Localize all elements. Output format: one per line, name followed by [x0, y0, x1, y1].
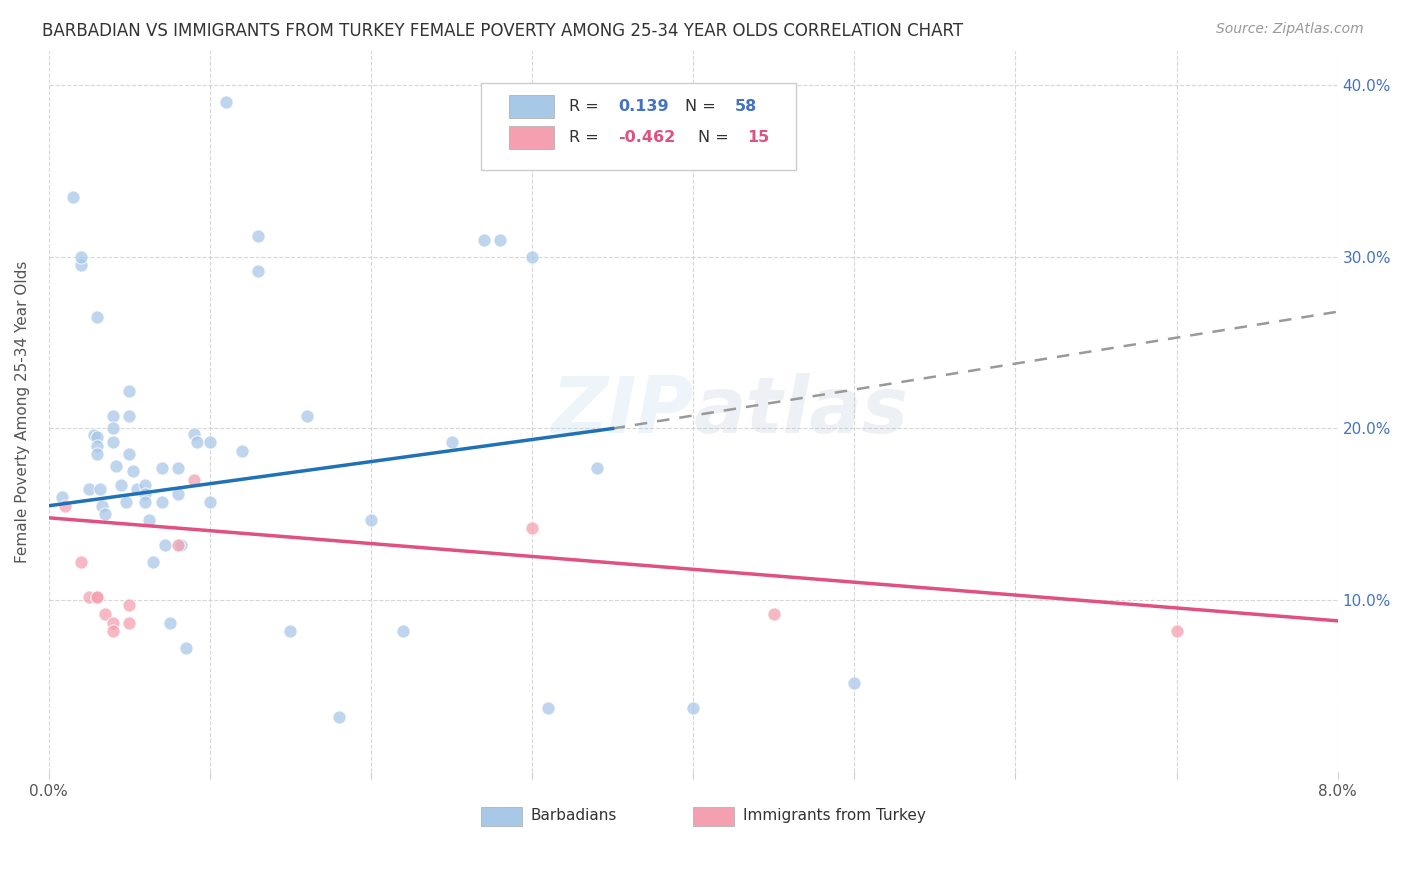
Point: [70, 258, 93, 272]
Point: [103, 624, 125, 639]
Point: [280, 624, 302, 639]
Point: [86, 310, 108, 324]
Text: Barbadians: Barbadians: [531, 808, 617, 822]
Point: [166, 487, 188, 501]
Point: [118, 599, 141, 613]
Text: N =: N =: [699, 130, 734, 145]
Point: [94, 607, 117, 621]
Point: [103, 409, 125, 424]
Point: [360, 512, 382, 526]
Point: [86, 447, 108, 461]
Point: [134, 487, 156, 501]
Point: [183, 426, 205, 441]
Text: atlas: atlas: [693, 374, 908, 450]
FancyBboxPatch shape: [481, 807, 522, 826]
FancyBboxPatch shape: [693, 807, 734, 826]
Point: [77, 590, 100, 604]
Text: 15: 15: [748, 130, 769, 145]
Point: [103, 615, 125, 630]
Text: Source: ZipAtlas.com: Source: ZipAtlas.com: [1216, 22, 1364, 37]
Text: 58: 58: [734, 99, 756, 113]
Point: [118, 409, 141, 424]
FancyBboxPatch shape: [509, 95, 554, 118]
Point: [183, 473, 205, 487]
Point: [1166, 624, 1188, 639]
Point: [186, 435, 208, 450]
Point: [86, 430, 108, 444]
Point: [77, 482, 100, 496]
Point: [115, 495, 138, 509]
Point: [392, 624, 415, 639]
Point: [215, 95, 238, 110]
Text: 0.139: 0.139: [619, 99, 669, 113]
Point: [118, 384, 141, 398]
Point: [198, 495, 221, 509]
Point: [70, 250, 93, 264]
Text: BARBADIAN VS IMMIGRANTS FROM TURKEY FEMALE POVERTY AMONG 25-34 YEAR OLDS CORRELA: BARBADIAN VS IMMIGRANTS FROM TURKEY FEMA…: [42, 22, 963, 40]
Point: [62, 189, 84, 203]
Text: R =: R =: [569, 99, 605, 113]
Point: [83, 428, 105, 442]
Point: [174, 641, 197, 656]
Text: ZIP: ZIP: [551, 374, 693, 450]
Point: [762, 607, 785, 621]
Point: [134, 478, 156, 492]
Text: Immigrants from Turkey: Immigrants from Turkey: [744, 808, 927, 822]
Point: [86, 439, 108, 453]
Point: [247, 263, 270, 277]
Point: [127, 482, 149, 496]
Point: [86, 590, 108, 604]
Point: [159, 615, 181, 630]
Text: -0.462: -0.462: [619, 130, 676, 145]
Point: [844, 675, 866, 690]
Point: [328, 710, 350, 724]
Text: N =: N =: [686, 99, 721, 113]
Point: [70, 556, 93, 570]
Point: [520, 521, 543, 535]
Point: [166, 461, 188, 475]
Point: [89, 482, 111, 496]
Point: [134, 495, 156, 509]
Point: [53, 499, 76, 513]
Point: [231, 443, 253, 458]
Point: [110, 478, 132, 492]
Point: [585, 461, 607, 475]
Point: [138, 512, 160, 526]
Point: [90, 499, 112, 513]
Point: [682, 701, 704, 715]
Point: [103, 421, 125, 435]
Point: [247, 229, 270, 244]
FancyBboxPatch shape: [481, 83, 796, 169]
Text: R =: R =: [569, 130, 605, 145]
Y-axis label: Female Poverty Among 25-34 Year Olds: Female Poverty Among 25-34 Year Olds: [15, 260, 30, 563]
Point: [86, 590, 108, 604]
Point: [142, 556, 165, 570]
Point: [121, 465, 143, 479]
FancyBboxPatch shape: [509, 127, 554, 150]
Point: [103, 435, 125, 450]
Point: [537, 701, 560, 715]
Point: [150, 495, 173, 509]
Point: [440, 435, 463, 450]
Point: [198, 435, 221, 450]
Point: [472, 233, 495, 247]
Point: [166, 538, 188, 552]
Point: [489, 233, 512, 247]
Point: [170, 538, 193, 552]
Point: [118, 447, 141, 461]
Point: [153, 538, 176, 552]
Point: [94, 508, 117, 522]
Point: [118, 615, 141, 630]
Point: [51, 490, 73, 504]
Point: [295, 409, 318, 424]
Point: [150, 461, 173, 475]
Point: [520, 250, 543, 264]
Point: [105, 459, 128, 474]
